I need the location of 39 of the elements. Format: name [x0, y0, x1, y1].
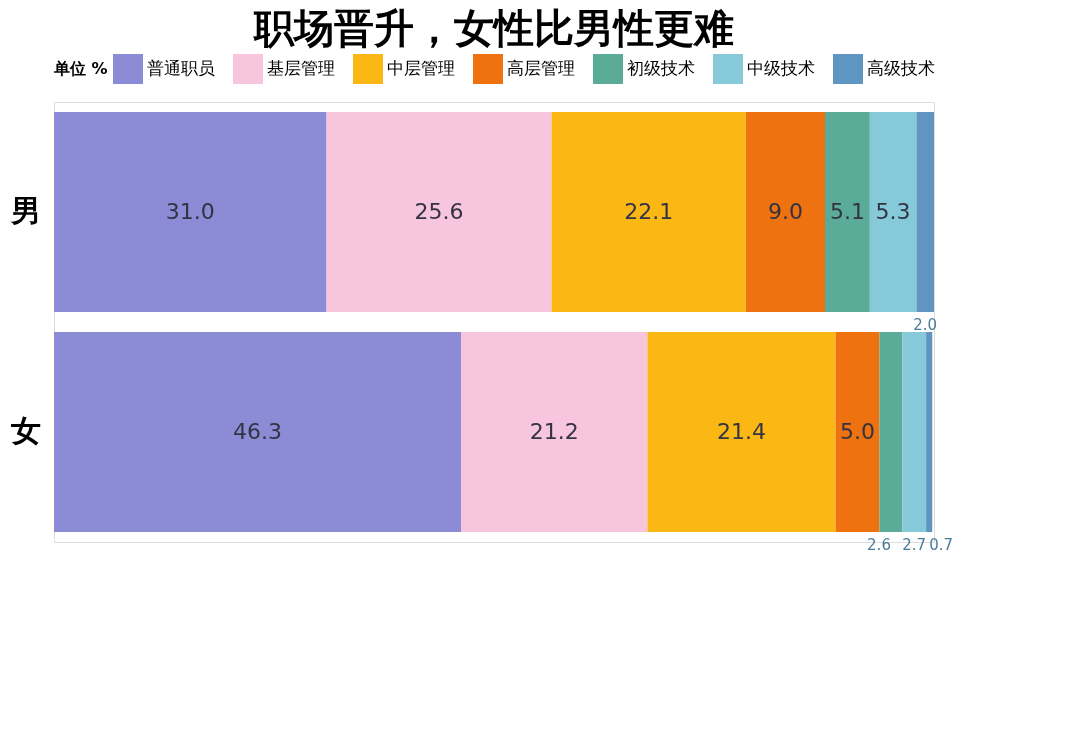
- bar: [869, 112, 917, 312]
- data-label: 2.7: [902, 536, 927, 554]
- bar: [54, 332, 462, 532]
- data-label: 22.1: [624, 199, 674, 224]
- data-label: 2.6: [867, 536, 891, 554]
- data-label: 2.0: [913, 316, 938, 334]
- bar: [647, 332, 836, 532]
- data-label: 31.0: [165, 199, 215, 224]
- legend-label: 初级技术: [627, 58, 695, 78]
- legend-title: 单位 %: [53, 59, 108, 78]
- data-label: 25.6: [414, 199, 464, 224]
- bar: [745, 112, 825, 312]
- bar: [326, 112, 552, 312]
- data-label: 21.2: [529, 419, 579, 444]
- bar: [902, 332, 927, 532]
- bar: [461, 332, 648, 532]
- legend-label: 基层管理: [267, 58, 335, 78]
- bar: [926, 332, 933, 532]
- bar: [879, 332, 903, 532]
- y-tick-label: 男: [9, 193, 41, 228]
- legend-label: 中层管理: [387, 58, 455, 78]
- bar: [835, 332, 880, 532]
- data-label: 9.0: [767, 199, 803, 224]
- legend-label: 中级技术: [747, 58, 815, 78]
- legend-label: 普通职员: [147, 58, 215, 78]
- legend-label: 高层管理: [507, 58, 575, 78]
- data-label: 46.3: [233, 419, 283, 444]
- data-label: 5.1: [829, 199, 865, 224]
- legend-label: 高级技术: [867, 58, 935, 78]
- data-label: 5.0: [840, 419, 876, 444]
- data-label: 21.4: [716, 419, 766, 444]
- bar: [824, 112, 870, 312]
- bar: [54, 112, 327, 312]
- bar: [551, 112, 746, 312]
- bar: [916, 112, 934, 312]
- data-label: 0.7: [929, 536, 954, 554]
- y-tick-label: 女: [9, 413, 41, 448]
- chart-title: 职场晋升，女性比男性更难: [252, 5, 734, 51]
- data-label: 5.3: [875, 199, 911, 224]
